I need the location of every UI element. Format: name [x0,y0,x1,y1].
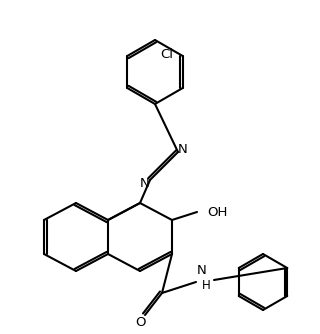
Text: N: N [140,176,150,189]
Text: N: N [178,143,188,156]
Text: H: H [202,279,211,292]
Text: N: N [197,264,207,277]
Text: Cl: Cl [160,47,173,60]
Text: O: O [136,317,146,330]
Text: OH: OH [207,205,228,218]
